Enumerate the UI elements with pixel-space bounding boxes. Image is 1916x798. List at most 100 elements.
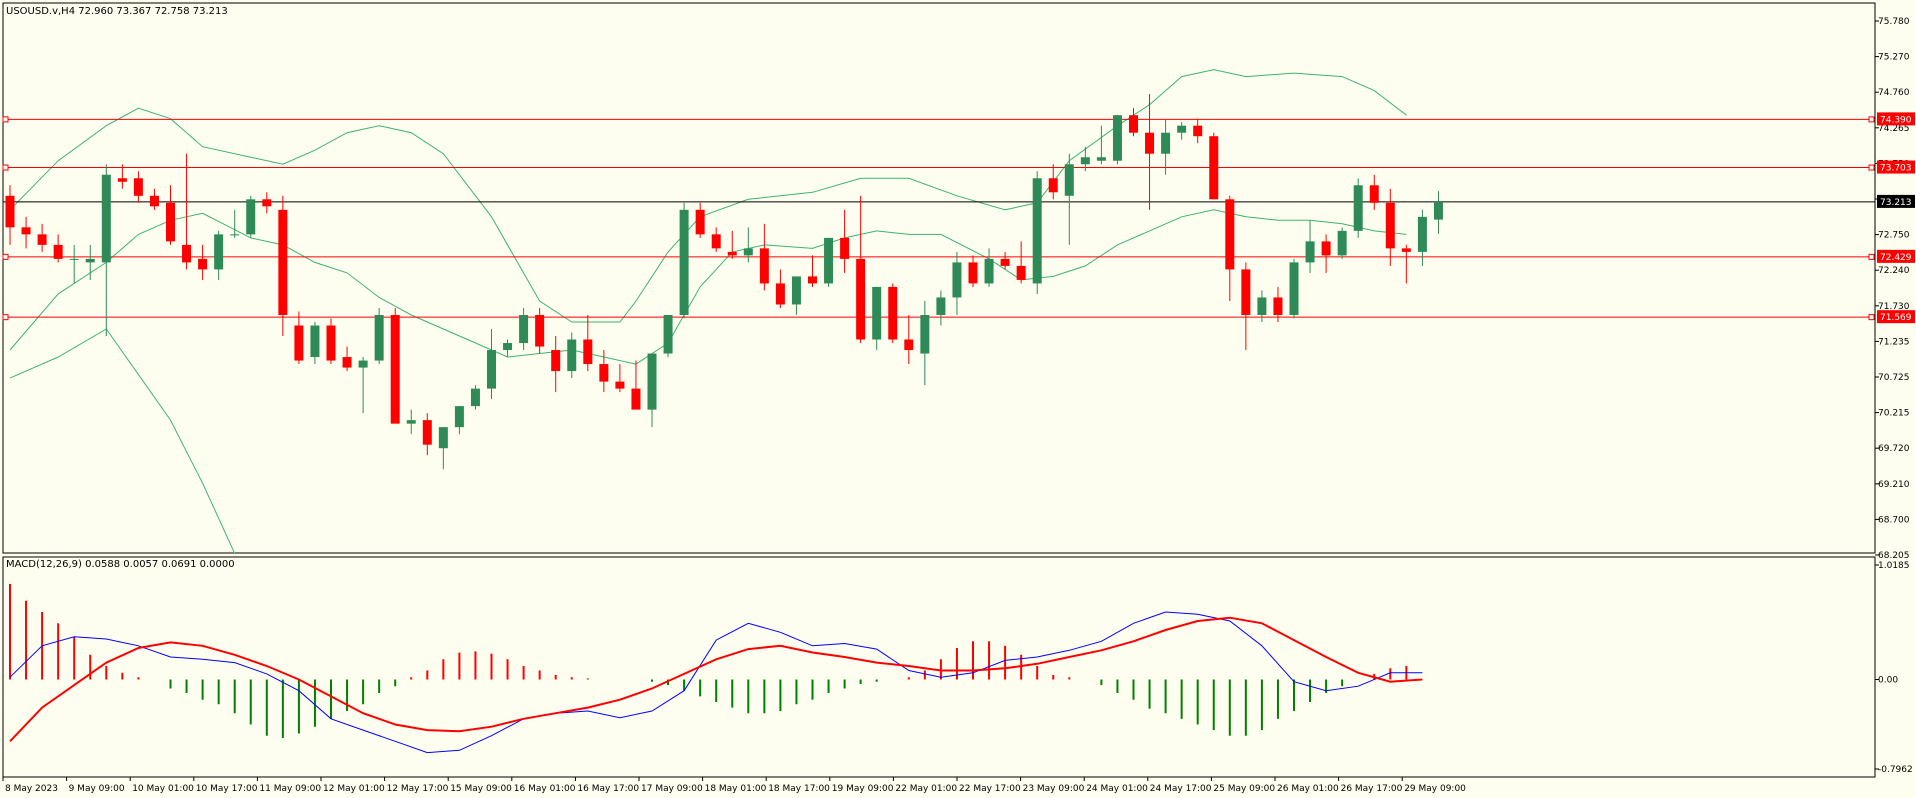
candle[interactable] bbox=[69, 244, 79, 284]
candle[interactable] bbox=[968, 255, 978, 287]
candle[interactable] bbox=[438, 427, 448, 470]
candle[interactable] bbox=[358, 357, 368, 414]
candle[interactable] bbox=[824, 237, 834, 287]
candle[interactable] bbox=[551, 336, 561, 393]
candle[interactable] bbox=[583, 314, 593, 372]
candle[interactable] bbox=[920, 300, 930, 386]
candle[interactable] bbox=[21, 216, 31, 249]
candle[interactable] bbox=[1177, 122, 1187, 140]
candle[interactable] bbox=[454, 406, 464, 435]
candle[interactable] bbox=[166, 185, 175, 245]
candle[interactable] bbox=[37, 223, 47, 252]
candle[interactable] bbox=[1016, 241, 1026, 284]
candle[interactable] bbox=[1369, 174, 1379, 210]
candle[interactable] bbox=[246, 195, 256, 238]
candle[interactable] bbox=[679, 202, 689, 319]
candle[interactable] bbox=[1401, 244, 1411, 284]
price-panel[interactable]: 75.78075.27074.76074.26573.75073.24572.7… bbox=[2, 2, 1915, 561]
candle[interactable] bbox=[759, 223, 769, 291]
candle[interactable] bbox=[1241, 262, 1251, 351]
candle[interactable] bbox=[535, 307, 545, 354]
candle[interactable] bbox=[374, 307, 384, 365]
candle[interactable] bbox=[840, 209, 850, 273]
candle[interactable] bbox=[326, 318, 336, 365]
candle[interactable] bbox=[631, 360, 641, 410]
candle[interactable] bbox=[791, 276, 801, 315]
macd-panel[interactable]: 1.0185 0.00 -0.7962 bbox=[2, 556, 1913, 778]
candle[interactable] bbox=[711, 227, 721, 252]
candle[interactable] bbox=[406, 409, 416, 435]
candle[interactable] bbox=[133, 171, 143, 203]
candle[interactable] bbox=[743, 227, 753, 263]
candle[interactable] bbox=[888, 283, 898, 344]
candle[interactable] bbox=[695, 202, 705, 238]
candle[interactable] bbox=[117, 164, 127, 189]
candle[interactable] bbox=[342, 346, 352, 372]
candle[interactable] bbox=[214, 230, 224, 280]
candle[interactable] bbox=[1032, 171, 1042, 294]
candle[interactable] bbox=[149, 188, 159, 210]
candle[interactable] bbox=[422, 413, 432, 456]
candle[interactable] bbox=[904, 314, 914, 365]
candle[interactable] bbox=[390, 307, 400, 424]
candle[interactable] bbox=[808, 255, 817, 287]
candle[interactable] bbox=[1385, 188, 1395, 266]
candle[interactable] bbox=[487, 329, 496, 400]
candle[interactable] bbox=[53, 234, 63, 263]
candle[interactable] bbox=[1096, 125, 1106, 165]
candle[interactable] bbox=[101, 164, 111, 337]
level-anchor[interactable] bbox=[1868, 164, 1875, 171]
candle[interactable] bbox=[262, 192, 272, 214]
candle[interactable] bbox=[1080, 146, 1090, 172]
candle[interactable] bbox=[615, 364, 625, 393]
candle[interactable] bbox=[294, 311, 304, 365]
candle[interactable] bbox=[310, 321, 320, 365]
candle[interactable] bbox=[727, 230, 737, 259]
candle[interactable] bbox=[1209, 132, 1219, 200]
candle[interactable] bbox=[599, 350, 609, 393]
candle[interactable] bbox=[1257, 290, 1267, 322]
candle[interactable] bbox=[1417, 209, 1427, 266]
candle[interactable] bbox=[1048, 164, 1058, 200]
candle[interactable] bbox=[230, 209, 240, 238]
candle[interactable] bbox=[519, 307, 529, 351]
level-anchor[interactable] bbox=[1868, 314, 1875, 321]
candle[interactable] bbox=[984, 248, 994, 287]
candle[interactable] bbox=[503, 339, 513, 358]
candle[interactable] bbox=[1433, 191, 1443, 234]
candle[interactable] bbox=[1129, 108, 1138, 137]
candle[interactable] bbox=[1273, 286, 1283, 322]
level-anchor[interactable] bbox=[2, 164, 9, 171]
candle[interactable] bbox=[952, 251, 962, 315]
candle[interactable] bbox=[872, 286, 882, 351]
candle[interactable] bbox=[198, 244, 208, 280]
level-anchor[interactable] bbox=[1868, 253, 1875, 260]
level-anchor[interactable] bbox=[2, 253, 9, 260]
candle[interactable] bbox=[1064, 153, 1074, 245]
candle[interactable] bbox=[5, 185, 15, 245]
candle[interactable] bbox=[1000, 251, 1010, 270]
level-anchor[interactable] bbox=[2, 314, 9, 321]
candle[interactable] bbox=[1321, 234, 1331, 273]
candle[interactable] bbox=[647, 353, 657, 428]
candle[interactable] bbox=[1161, 118, 1171, 175]
candle[interactable] bbox=[567, 332, 577, 379]
candle[interactable] bbox=[278, 195, 288, 337]
candle[interactable] bbox=[1353, 178, 1363, 238]
candle[interactable] bbox=[1193, 118, 1203, 144]
candle[interactable] bbox=[1289, 258, 1299, 319]
candle[interactable] bbox=[856, 195, 866, 344]
candle[interactable] bbox=[663, 314, 673, 358]
candle[interactable] bbox=[775, 269, 785, 308]
candle[interactable] bbox=[85, 244, 95, 280]
candle[interactable] bbox=[936, 290, 946, 326]
candle[interactable] bbox=[182, 153, 192, 270]
candle[interactable] bbox=[1112, 115, 1122, 165]
candle[interactable] bbox=[1225, 195, 1235, 301]
candle[interactable] bbox=[470, 385, 480, 410]
candle[interactable] bbox=[1305, 220, 1315, 273]
candle[interactable] bbox=[1337, 227, 1347, 259]
candle[interactable] bbox=[1145, 94, 1155, 210]
level-anchor[interactable] bbox=[1868, 116, 1875, 123]
